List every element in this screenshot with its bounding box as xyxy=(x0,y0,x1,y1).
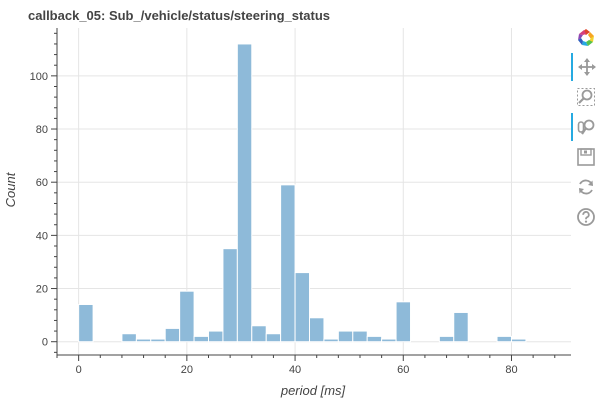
histogram-bar xyxy=(251,325,267,343)
histogram-bar xyxy=(164,327,181,343)
x-tick-label: 0 xyxy=(76,364,82,376)
histogram-bar xyxy=(236,43,253,343)
bokeh-logo-icon[interactable] xyxy=(571,24,600,52)
x-tick-label: 20 xyxy=(181,364,193,376)
histogram-bar xyxy=(453,311,469,343)
histogram-bar xyxy=(395,301,412,343)
histogram-bar xyxy=(265,333,282,343)
pan-tool-button[interactable] xyxy=(571,53,600,81)
y-tick-label: 20 xyxy=(36,284,48,296)
histogram-bar xyxy=(381,338,397,343)
y-tick-label: 0 xyxy=(42,337,48,349)
pan-icon xyxy=(577,58,596,76)
wheel-zoom-icon xyxy=(577,119,594,135)
grid-lines xyxy=(57,28,571,355)
y-tick-label: 40 xyxy=(36,230,48,242)
histogram-bar xyxy=(222,248,238,343)
x-axis-label: period [ms] xyxy=(280,383,346,398)
histogram-bar xyxy=(294,272,311,343)
histogram-bar xyxy=(352,330,368,343)
chart-title: callback_05: Sub_/vehicle/status/steerin… xyxy=(28,8,331,23)
histogram-bar xyxy=(121,333,137,343)
y-axis-label: Count xyxy=(3,171,18,207)
y-tick-label: 80 xyxy=(36,124,48,136)
y-tick-label: 100 xyxy=(30,71,48,83)
histogram-bar xyxy=(438,335,455,343)
wheel-zoom-tool-button[interactable] xyxy=(571,113,600,141)
histogram-bar xyxy=(496,335,512,343)
histogram-bar xyxy=(280,184,296,343)
histogram-bar xyxy=(510,338,527,343)
histogram-bar xyxy=(366,335,383,343)
plot-toolbar xyxy=(571,24,600,244)
histogram-bar xyxy=(193,335,209,343)
histogram-bar xyxy=(179,290,195,343)
x-tick-label: 40 xyxy=(289,364,301,376)
reset-icon xyxy=(578,179,593,195)
x-tick-label: 60 xyxy=(397,364,409,376)
histogram-bar xyxy=(337,330,354,343)
help-icon xyxy=(576,208,595,226)
histogram-bar xyxy=(150,338,166,343)
save-tool-button[interactable] xyxy=(571,143,600,171)
x-tick-label: 80 xyxy=(505,364,517,376)
histogram-bar xyxy=(309,317,325,343)
histogram-bars xyxy=(78,43,527,343)
histogram-bar xyxy=(323,338,339,343)
box-zoom-tool-button[interactable] xyxy=(571,83,600,111)
help-tool-button[interactable] xyxy=(571,203,600,231)
histogram-bar xyxy=(78,303,94,343)
histogram-bar xyxy=(207,330,224,343)
y-tick-label: 60 xyxy=(36,177,48,189)
reset-tool-button[interactable] xyxy=(571,173,600,201)
save-icon xyxy=(576,148,595,166)
axes: 0 20 40 60 80 100 0 20 40 60 80 xyxy=(30,28,571,376)
histogram-bar xyxy=(135,338,152,343)
box-zoom-icon xyxy=(576,88,595,106)
